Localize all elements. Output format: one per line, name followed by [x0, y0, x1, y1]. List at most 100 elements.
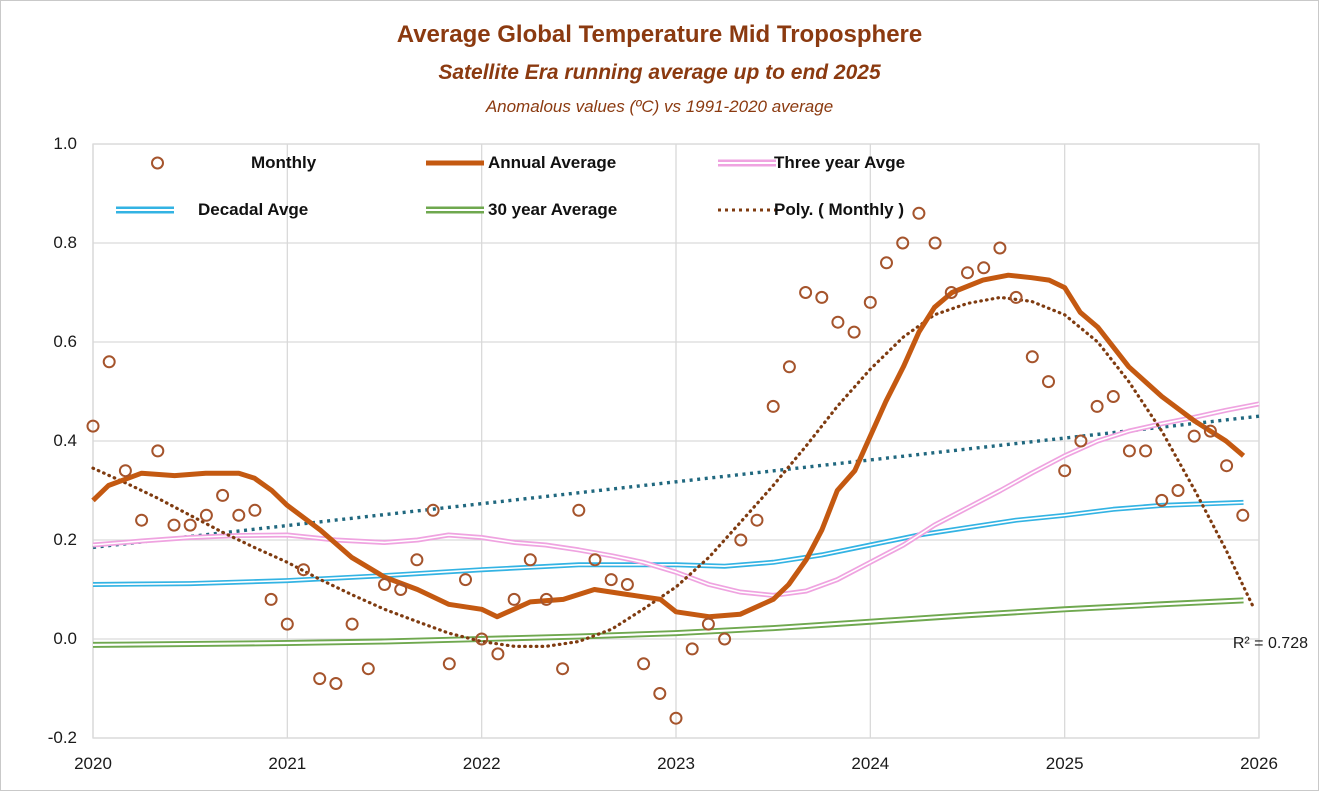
series-linear-trend — [92, 414, 1260, 550]
monthly-point — [167, 518, 181, 532]
legend-label: Three year Avge — [774, 153, 906, 172]
monthly-point — [232, 508, 246, 522]
monthly-point — [1220, 459, 1234, 473]
monthly-point — [701, 617, 715, 631]
y-tick-label: 0.0 — [53, 629, 77, 648]
monthly-point — [313, 672, 327, 686]
legend-item-30-year-average: 30 year Average — [421, 198, 941, 222]
plot-border — [92, 143, 1260, 739]
chart-subtitle2: Anomalous values (ºC) vs 1991-2020 avera… — [485, 97, 834, 116]
monthly-point — [1074, 434, 1088, 448]
monthly-point — [1122, 444, 1136, 458]
y-tick-label: 0.2 — [53, 530, 77, 549]
monthly-point — [442, 657, 456, 671]
monthly-point — [507, 592, 521, 606]
chart-subtitle: Satellite Era running average up to end … — [438, 61, 881, 84]
x-tick-label: 2024 — [851, 754, 890, 773]
monthly-point — [556, 662, 570, 676]
monthly-point — [216, 488, 230, 502]
monthly-point — [329, 677, 343, 690]
monthly-point — [297, 563, 310, 577]
legend-label: Annual Average — [488, 153, 617, 172]
y-tick-label: 0.6 — [53, 332, 77, 351]
chart-title: Average Global Temperature Mid Troposphe… — [396, 21, 923, 48]
monthly-point — [863, 295, 877, 309]
monthly-point — [847, 325, 861, 339]
monthly-point — [750, 513, 764, 527]
monthly-point — [896, 236, 910, 250]
monthly-point — [86, 419, 100, 433]
legend-label: Monthly — [251, 153, 317, 172]
monthly-point — [1106, 390, 1120, 403]
series-30-year-average-core — [92, 599, 1244, 646]
monthly-point — [378, 578, 391, 591]
x-tick-label: 2026 — [1240, 754, 1278, 773]
monthly-point — [1025, 350, 1039, 364]
monthly-point — [961, 266, 974, 280]
monthly-point — [280, 617, 294, 631]
monthly-point — [264, 592, 278, 606]
monthly-point — [199, 508, 213, 522]
legend-label: 30 year Average — [488, 200, 618, 219]
monthly-point — [523, 553, 537, 567]
monthly-point — [734, 533, 748, 547]
monthly-point — [491, 647, 505, 661]
monthly-point — [1139, 444, 1153, 458]
series-decadal-avge-core — [92, 501, 1244, 586]
series-annual-average — [91, 272, 1246, 620]
monthly-point — [912, 206, 926, 220]
legend-marker-dotted — [718, 208, 776, 212]
monthly-point — [782, 360, 796, 374]
monthly-point — [620, 578, 634, 591]
y-tick-label: -0.2 — [47, 728, 77, 747]
monthly-point — [118, 464, 132, 478]
monthly-point — [475, 632, 489, 646]
monthly-point — [1187, 429, 1201, 443]
monthly-point — [248, 503, 262, 517]
monthly-point — [653, 687, 667, 700]
monthly-point — [361, 662, 375, 676]
legend-item-three-year-avge: Three year Avge — [713, 151, 1233, 175]
legend-label: Poly. ( Monthly ) — [774, 200, 905, 219]
monthly-point — [459, 573, 472, 587]
r-squared-annotation: R² = 0.728 — [1232, 635, 1308, 652]
monthly-point — [1203, 424, 1217, 438]
monthly-point — [799, 286, 813, 299]
monthly-point — [977, 261, 991, 275]
monthly-point — [135, 513, 149, 527]
monthly-point — [718, 632, 732, 646]
legend-marker-core — [116, 206, 174, 214]
legend-item-annual-average: Annual Average — [421, 151, 941, 175]
legend-marker-core — [718, 159, 776, 167]
monthly-point — [993, 241, 1007, 255]
monthly-point — [1042, 375, 1055, 389]
y-tick-label: 0.4 — [53, 431, 77, 450]
monthly-point — [588, 553, 602, 567]
monthly-point — [1090, 399, 1104, 413]
monthly-point — [426, 503, 440, 517]
monthly-point — [604, 573, 618, 587]
monthly-point — [831, 315, 845, 329]
x-tick-label: 2020 — [74, 754, 112, 773]
x-tick-label: 2021 — [268, 754, 307, 773]
legend-marker-core — [426, 206, 484, 214]
monthly-point — [1171, 484, 1185, 497]
monthly-point — [1236, 508, 1250, 522]
monthly-point — [1009, 290, 1023, 304]
legend-label: Decadal Avge — [198, 200, 309, 219]
x-tick-label: 2025 — [1045, 754, 1084, 773]
legend-marker-solid — [426, 160, 484, 166]
monthly-point — [102, 355, 116, 369]
monthly-point — [1155, 493, 1169, 507]
monthly-point — [151, 444, 165, 458]
monthly-point — [766, 399, 780, 413]
x-tick-label: 2022 — [462, 754, 501, 773]
y-tick-label: 0.8 — [53, 233, 77, 252]
monthly-point — [880, 256, 893, 270]
x-tick-label: 2023 — [657, 754, 695, 773]
monthly-point — [394, 583, 408, 596]
monthly-point — [928, 236, 942, 250]
monthly-point — [345, 617, 359, 631]
